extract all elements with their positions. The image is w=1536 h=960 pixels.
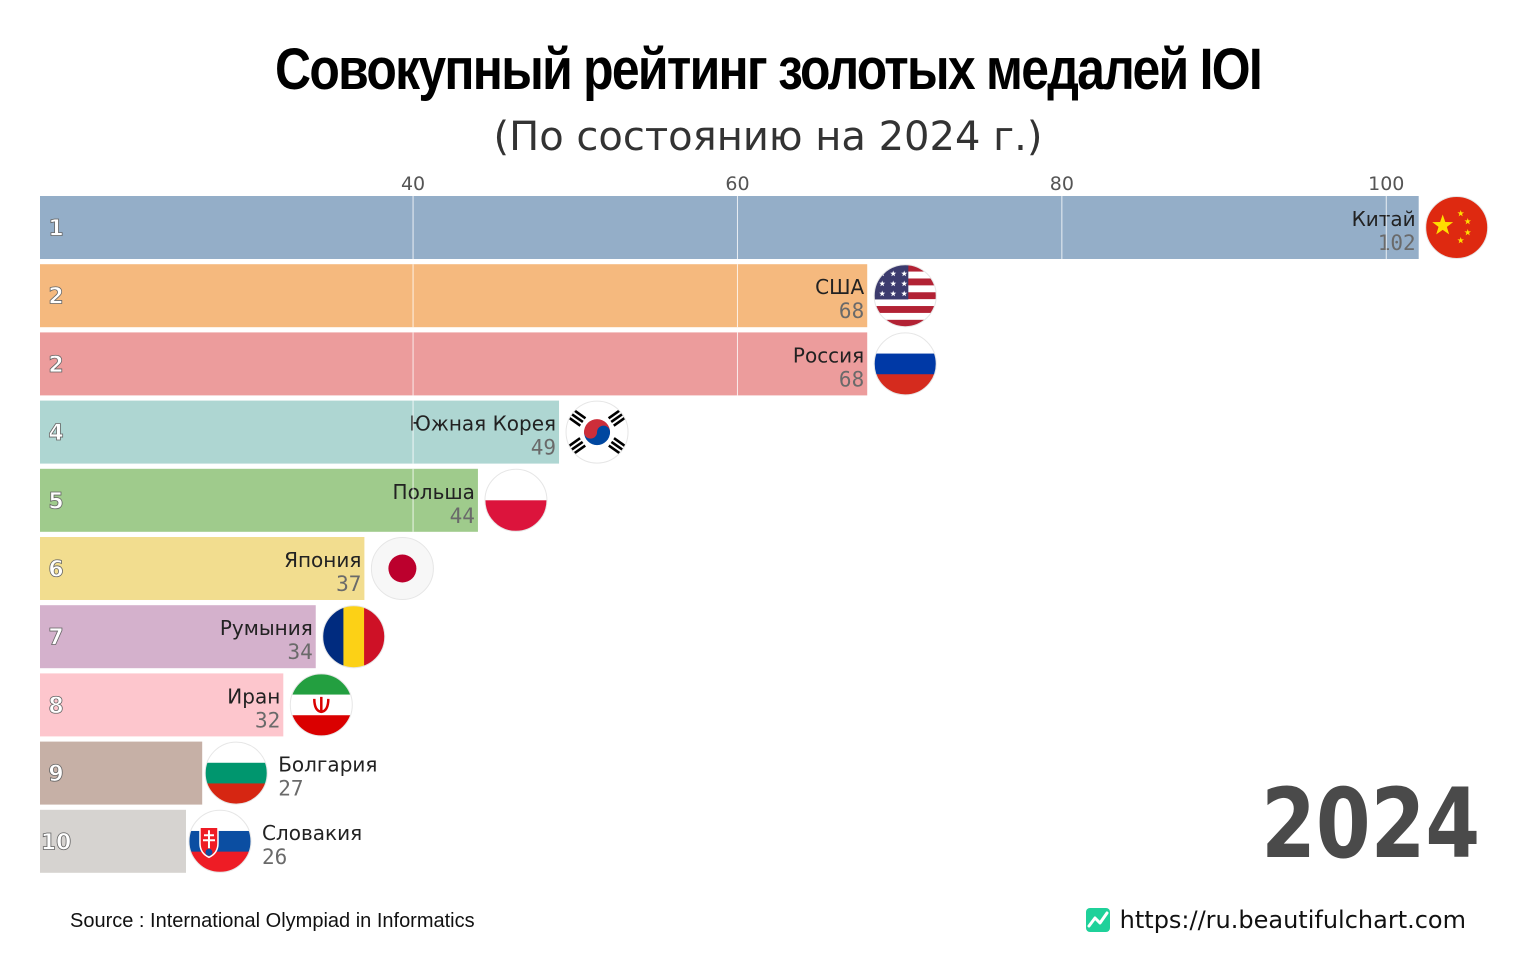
russia-flag-icon xyxy=(873,332,937,396)
iran-flag-icon xyxy=(289,673,353,737)
value-label: 26 xyxy=(262,845,287,869)
bar xyxy=(40,468,478,532)
bar xyxy=(40,537,365,600)
country-label: Китай xyxy=(1352,207,1416,231)
country-label: Япония xyxy=(284,548,361,572)
country-label: Иран xyxy=(227,684,280,708)
value-label: 102 xyxy=(1378,231,1416,255)
line-chart-icon xyxy=(1085,908,1110,932)
bar xyxy=(40,332,868,396)
rank-label: 4 xyxy=(48,421,63,446)
value-label: 34 xyxy=(287,640,312,664)
value-label: 68 xyxy=(839,299,864,323)
chart-subtitle: (По состоянию на 2024 г.) xyxy=(493,114,1043,160)
rank-label: 9 xyxy=(48,762,63,787)
source-note: Source : International Olympiad in Infor… xyxy=(70,910,475,932)
country-label: Румыния xyxy=(220,616,313,640)
x-tick-label: 60 xyxy=(725,173,749,195)
romania-flag-icon xyxy=(322,605,386,669)
rank-label: 5 xyxy=(48,489,63,514)
rank-label: 10 xyxy=(41,830,72,855)
year-label: 2024 xyxy=(1260,768,1480,880)
country-label: Южная Корея xyxy=(409,412,556,436)
rank-label: 2 xyxy=(48,353,63,378)
rank-label: 7 xyxy=(48,626,63,651)
rank-label: 8 xyxy=(48,694,63,719)
chart-title: Совокупный рейтинг золотых медалей IOI xyxy=(275,37,1263,102)
value-label: 27 xyxy=(278,777,303,801)
country-label: Словакия xyxy=(262,821,362,845)
site-url[interactable]: https://ru.beautifulchart.com xyxy=(1119,906,1466,934)
country-label: Польша xyxy=(393,480,475,504)
bar xyxy=(40,605,316,669)
usa-flag-icon xyxy=(873,264,937,328)
rank-label: 1 xyxy=(48,217,63,242)
value-label: 37 xyxy=(336,572,361,596)
bar xyxy=(40,741,203,805)
value-label: 44 xyxy=(450,504,475,528)
x-tick-label: 80 xyxy=(1050,173,1074,195)
bar xyxy=(40,264,868,328)
site-link[interactable]: https://ru.beautifulchart.com xyxy=(1085,906,1466,934)
x-tick-label: 100 xyxy=(1368,173,1404,195)
value-label: 68 xyxy=(839,367,864,391)
slovakia-flag-icon xyxy=(188,809,252,873)
poland-flag-icon xyxy=(484,468,548,532)
bar xyxy=(40,400,560,464)
south-korea-flag-icon xyxy=(565,400,629,464)
value-label: 32 xyxy=(255,708,280,732)
rank-label: 2 xyxy=(48,285,63,310)
country-label: Болгария xyxy=(278,753,377,777)
bar xyxy=(40,673,284,737)
value-label: 49 xyxy=(531,436,556,460)
japan-flag-icon xyxy=(370,537,434,600)
china-flag-icon xyxy=(1425,196,1489,259)
bulgaria-flag-icon xyxy=(204,741,268,805)
x-tick-label: 40 xyxy=(401,173,425,195)
bar xyxy=(40,809,186,873)
country-label: Россия xyxy=(793,343,864,367)
rank-label: 6 xyxy=(48,558,63,583)
country-label: США xyxy=(815,275,864,299)
bar xyxy=(40,196,1419,259)
